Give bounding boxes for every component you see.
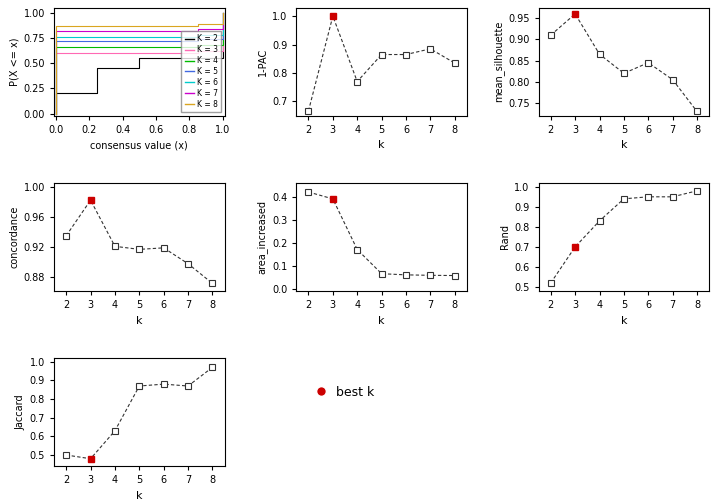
X-axis label: k: k [621,140,627,150]
K = 6 [194,34,202,40]
K = 8 [219,10,228,16]
K = 2 [135,55,143,61]
K = 5 [219,36,228,42]
K = 2 [219,10,228,16]
K = 4 [51,44,60,50]
Line: K = 2: K = 2 [55,13,223,114]
K = 5 [51,38,60,44]
K = 6 [219,32,228,38]
Line: K = 5: K = 5 [55,13,223,114]
X-axis label: k: k [378,316,385,326]
K = 2 [219,55,228,61]
K = 4 [219,42,228,48]
K = 3 [219,10,228,16]
Legend: best k: best k [311,381,379,404]
K = 8 [51,111,60,117]
K = 7 [219,10,228,16]
K = 5 [194,36,202,42]
K = 4 [51,111,60,117]
Y-axis label: Jaccard: Jaccard [15,394,25,430]
X-axis label: k: k [378,140,385,150]
K = 8 [194,23,202,29]
Line: K = 3: K = 3 [55,13,223,114]
K = 7 [51,111,60,117]
K = 7 [194,26,202,32]
Y-axis label: concordance: concordance [9,206,19,268]
Y-axis label: area_increased: area_increased [257,200,268,274]
Line: K = 8: K = 8 [55,13,223,114]
K = 5 [219,10,228,16]
K = 7 [219,26,228,32]
K = 2 [93,90,102,96]
K = 3 [51,50,60,56]
X-axis label: consensus value (x): consensus value (x) [91,140,188,150]
X-axis label: k: k [136,316,143,326]
Y-axis label: 1-PAC: 1-PAC [258,47,268,76]
Y-axis label: P(X <= x): P(X <= x) [9,37,19,86]
K = 2 [135,65,143,71]
K = 6 [219,10,228,16]
K = 3 [194,48,202,54]
K = 2 [93,65,102,71]
X-axis label: k: k [621,316,627,326]
K = 3 [194,50,202,56]
K = 7 [51,28,60,34]
K = 4 [219,10,228,16]
K = 7 [194,28,202,34]
K = 5 [51,111,60,117]
K = 3 [51,111,60,117]
Line: K = 7: K = 7 [55,13,223,114]
Line: K = 6: K = 6 [55,13,223,114]
K = 8 [194,21,202,27]
K = 2 [51,111,60,117]
Legend: K = 2, K = 3, K = 4, K = 5, K = 6, K = 7, K = 8: K = 2, K = 3, K = 4, K = 5, K = 6, K = 7… [181,31,221,112]
X-axis label: k: k [136,491,143,501]
Y-axis label: mean_silhouette: mean_silhouette [493,21,504,102]
K = 6 [194,32,202,38]
Line: K = 4: K = 4 [55,13,223,114]
Y-axis label: Rand: Rand [500,224,510,249]
K = 6 [51,111,60,117]
K = 8 [219,21,228,27]
K = 4 [194,42,202,48]
K = 3 [219,48,228,54]
K = 2 [51,90,60,96]
K = 8 [51,23,60,29]
K = 5 [194,38,202,44]
K = 4 [194,44,202,50]
K = 6 [51,34,60,40]
